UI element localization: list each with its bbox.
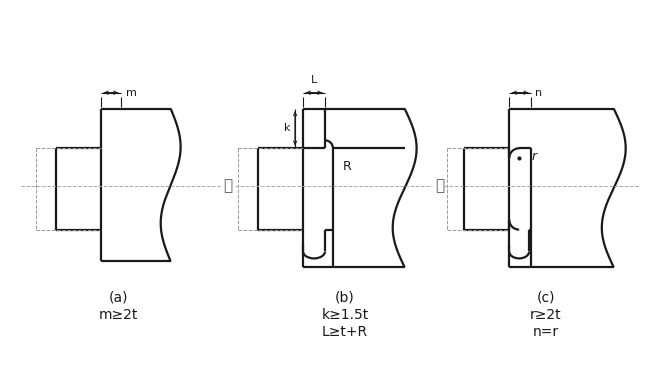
Text: m≥2t: m≥2t: [99, 308, 139, 322]
Text: (c): (c): [537, 290, 556, 304]
Text: n=r: n=r: [533, 325, 559, 339]
Text: 或: 或: [223, 179, 232, 194]
Text: r≥2t: r≥2t: [530, 308, 562, 322]
Text: 或: 或: [435, 179, 444, 194]
Text: R: R: [343, 160, 352, 173]
Text: (b): (b): [335, 290, 355, 304]
Text: k: k: [284, 123, 290, 134]
Text: L≥t+R: L≥t+R: [322, 325, 368, 339]
Text: r: r: [531, 150, 536, 163]
Text: n: n: [535, 88, 542, 98]
Text: m: m: [126, 88, 137, 98]
Text: L: L: [311, 75, 317, 85]
Text: k≥1.5t: k≥1.5t: [321, 308, 369, 322]
Text: (a): (a): [109, 290, 129, 304]
